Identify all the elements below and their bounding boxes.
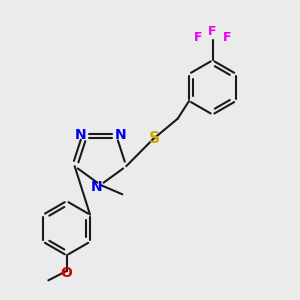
Text: S: S (149, 130, 160, 146)
Text: N: N (115, 128, 126, 142)
Text: O: O (61, 266, 73, 280)
Text: F: F (194, 31, 202, 44)
Text: N: N (74, 128, 86, 142)
Text: F: F (208, 25, 217, 38)
Text: N: N (91, 180, 102, 194)
Text: F: F (223, 31, 231, 44)
